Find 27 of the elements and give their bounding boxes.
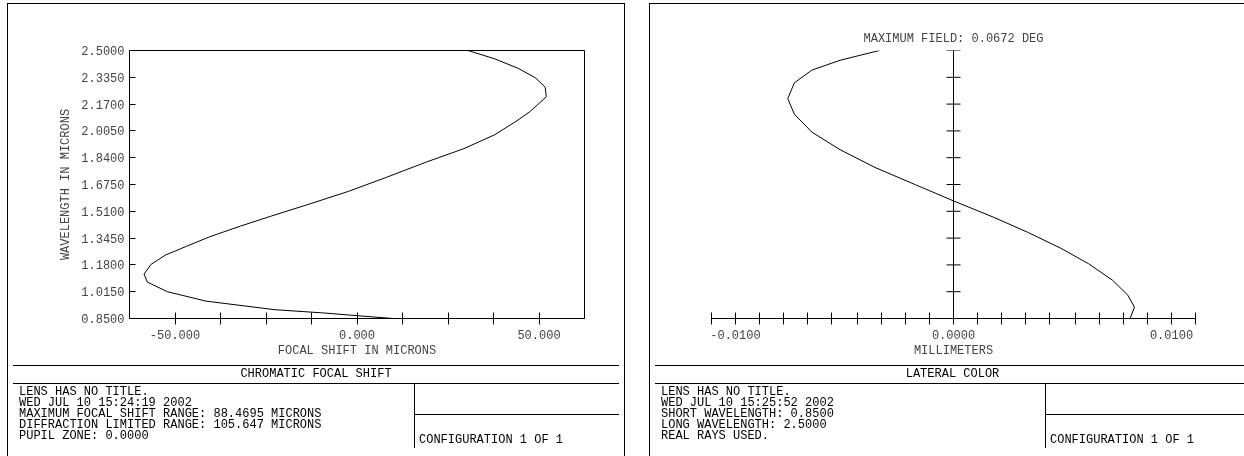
text: REAL RAYS USED. bbox=[661, 429, 771, 443]
x-tick-label: -50.000 bbox=[149, 328, 201, 343]
x-tick-label: -0.0100 bbox=[710, 328, 761, 343]
y-tick-label: 2.0050 bbox=[81, 125, 125, 140]
y-tick-label: 1.1800 bbox=[81, 259, 125, 274]
y-tick-label: 2.1700 bbox=[81, 98, 125, 113]
y-tick-label: 0.8500 bbox=[81, 313, 125, 327]
text: CHROMATIC FOCAL SHIFT bbox=[13, 365, 619, 384]
y-tick-label: 2.5000 bbox=[81, 45, 125, 59]
x-axis-title: FOCAL SHIFT IN MICRONS bbox=[277, 343, 437, 358]
y-tick-label: 1.6750 bbox=[81, 179, 125, 193]
text: CONFIGURATION 1 OF 1 bbox=[1046, 414, 1244, 448]
y-tick-label: 1.3450 bbox=[81, 232, 125, 247]
y-tick-label: 2.3350 bbox=[81, 71, 125, 86]
x-tick-label: 50.000 bbox=[517, 328, 561, 343]
x-tick-label: 0.0100 bbox=[1149, 328, 1194, 343]
text: CONFIGURATION 1 OF 1 bbox=[415, 414, 619, 448]
y-tick-label: 1.5100 bbox=[81, 205, 125, 220]
x-axis-title: MILLIMETERS bbox=[913, 343, 994, 358]
chart-subtitle: MAXIMUM FIELD: 0.0672 DEG bbox=[863, 31, 1044, 46]
text: PUPIL ZONE: 0.0000 bbox=[19, 429, 150, 443]
y-tick-label: 1.0150 bbox=[81, 286, 125, 301]
x-tick-label: 0.000 bbox=[339, 328, 376, 343]
y-axis-title: WAVELENGTH IN MICRONS bbox=[59, 108, 74, 261]
text: LATERAL COLOR bbox=[655, 365, 1244, 384]
x-tick-label: 0.0000 bbox=[931, 328, 976, 343]
y-tick-label: 1.8400 bbox=[81, 152, 125, 167]
